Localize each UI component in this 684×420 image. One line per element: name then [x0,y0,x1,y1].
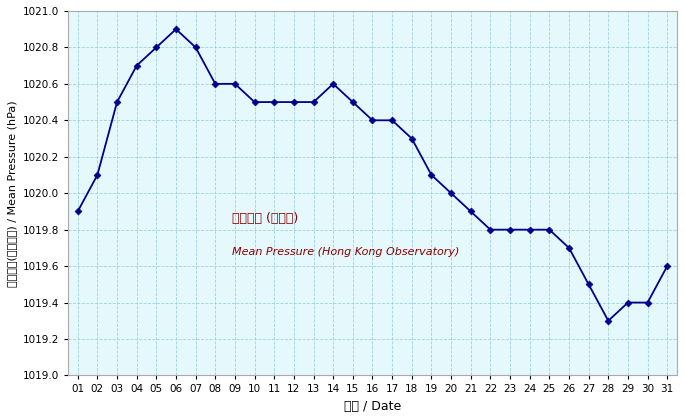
X-axis label: 日期 / Date: 日期 / Date [344,400,401,413]
Text: 平均氣壓 (天文台): 平均氣壓 (天文台) [233,213,299,226]
Text: Mean Pressure (Hong Kong Observatory): Mean Pressure (Hong Kong Observatory) [233,247,460,257]
Y-axis label: 平均氣壓(百帕斯卡) / Mean Pressure (hPa): 平均氣壓(百帕斯卡) / Mean Pressure (hPa) [7,100,17,286]
